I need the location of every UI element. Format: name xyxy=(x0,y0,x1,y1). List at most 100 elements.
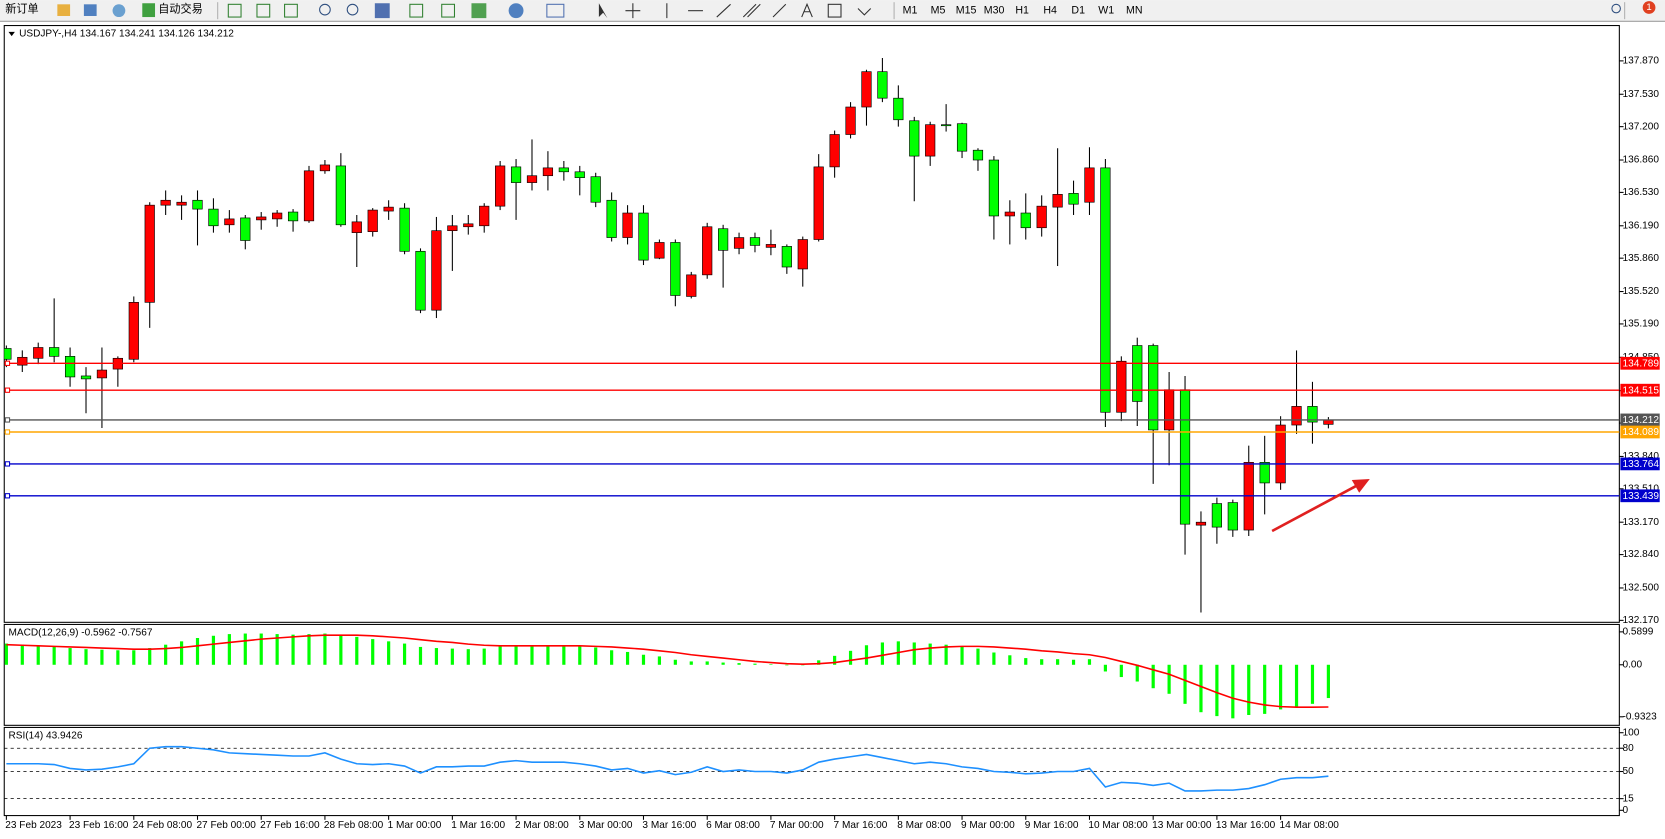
zoom-in[interactable] xyxy=(319,3,331,16)
x-tick-label: 2 Mar 08:00 xyxy=(515,820,569,831)
price-line-handle[interactable] xyxy=(4,461,11,467)
y-tick-label: 50 xyxy=(1623,766,1635,777)
timeframe-button[interactable]: M15 xyxy=(956,4,977,16)
timeframe-button[interactable]: H4 xyxy=(1043,4,1057,16)
auto-trading-button[interactable]: 自动交易 xyxy=(158,2,203,16)
candle-body xyxy=(208,208,219,227)
icon[interactable] xyxy=(256,3,271,18)
y-tick-label: 100 xyxy=(1623,727,1640,738)
pane: 137.870 137.530 137.200 136.860 136.530 136.1… xyxy=(3,25,1660,831)
price-line-handle[interactable] xyxy=(4,417,11,423)
price-label-box xyxy=(1620,413,1660,427)
x-tick-label: 8 Mar 08:00 xyxy=(897,820,951,831)
candle-body xyxy=(606,199,617,238)
candle-body xyxy=(733,237,745,249)
arrows-tool[interactable] xyxy=(857,8,872,16)
icon[interactable] xyxy=(409,3,424,18)
search-icon[interactable] xyxy=(1611,3,1621,14)
histogram-bar xyxy=(1024,658,1028,665)
icon[interactable] xyxy=(546,3,565,18)
icon[interactable] xyxy=(83,4,97,16)
icon[interactable] xyxy=(441,3,456,18)
icon[interactable] xyxy=(471,3,487,19)
timeframe-button[interactable]: M1 xyxy=(903,4,918,16)
candle-body xyxy=(1291,406,1302,426)
histogram-bar xyxy=(275,634,279,665)
histogram-bar xyxy=(1310,664,1315,704)
channel-tool[interactable] xyxy=(742,3,761,18)
histogram-bar xyxy=(1263,664,1267,714)
price-label: 134.789 xyxy=(1623,358,1660,369)
price-line-handle[interactable] xyxy=(4,429,11,435)
indicator-line xyxy=(6,745,1329,792)
candle-body xyxy=(1195,521,1207,526)
candle-body xyxy=(33,347,44,359)
histogram-bar xyxy=(20,644,24,665)
histogram-bar xyxy=(227,634,231,665)
histogram-bar xyxy=(976,648,980,665)
icon[interactable] xyxy=(227,3,242,18)
price-line-handle[interactable] xyxy=(4,387,11,393)
annotation-arrow xyxy=(1271,482,1362,533)
candle-body xyxy=(1052,194,1063,208)
price-label: 133.764 xyxy=(1623,459,1660,470)
text-tool[interactable] xyxy=(801,2,813,18)
candle-body xyxy=(590,176,601,203)
fibo-tool[interactable] xyxy=(772,3,787,18)
symbol-menu-arrow[interactable] xyxy=(8,31,15,37)
histogram-bar xyxy=(482,648,486,665)
price-label: 134.089 xyxy=(1623,427,1660,438)
timeframe-button[interactable]: M30 xyxy=(984,4,1005,16)
auto-trading-icon[interactable] xyxy=(142,3,156,18)
y-tick-label: 136.530 xyxy=(1623,187,1660,198)
histogram-bar xyxy=(673,659,677,665)
x-tick-label: 23 Feb 2023 xyxy=(5,820,62,831)
icon[interactable] xyxy=(284,3,298,18)
histogram-bar xyxy=(179,641,184,665)
histogram-bar xyxy=(1040,659,1044,665)
notification-badge[interactable] xyxy=(1642,1,1656,14)
histogram-bar xyxy=(817,660,821,665)
x-tick-label: 7 Mar 00:00 xyxy=(770,820,824,831)
zoom-out[interactable] xyxy=(346,3,359,16)
timeframe-button[interactable]: H1 xyxy=(1015,4,1029,16)
icon[interactable] xyxy=(508,3,524,19)
toolbar: 新订单 自动交易 1 xyxy=(0,0,1665,22)
histogram-bar xyxy=(928,643,932,665)
new-order-button[interactable]: 新订单 xyxy=(5,2,38,16)
candle-body xyxy=(670,242,681,296)
price-line-handle[interactable] xyxy=(4,493,11,499)
histogram-bar xyxy=(4,643,8,665)
timeframe-button[interactable]: W1 xyxy=(1098,4,1114,16)
icon[interactable] xyxy=(57,4,71,16)
candle-body xyxy=(1116,360,1127,413)
y-tick-label: 135.520 xyxy=(1623,286,1660,297)
histogram-bar xyxy=(1135,664,1139,682)
label-tool[interactable] xyxy=(827,3,842,18)
price-line-handle[interactable] xyxy=(4,360,11,366)
candle-body xyxy=(463,223,474,228)
histogram-bar xyxy=(148,648,152,665)
candle-body xyxy=(399,207,410,252)
crosshair-tool[interactable] xyxy=(625,3,641,19)
candle-body xyxy=(558,167,569,173)
timeframe-button[interactable]: M5 xyxy=(931,4,946,16)
trendline-tool[interactable] xyxy=(716,3,731,18)
icon[interactable] xyxy=(112,4,126,18)
timeframe-button[interactable]: MN xyxy=(1126,4,1143,16)
pane: 0.5899 0.00 -0.9323 MACD(12,26,9) -0.5962 -… xyxy=(3,623,1657,726)
pane-title: MACD(12,26,9) -0.5962 -0.7567 xyxy=(8,628,152,639)
cursor-tool[interactable] xyxy=(598,3,608,19)
timeframe-button[interactable]: D1 xyxy=(1071,4,1085,16)
icon[interactable] xyxy=(374,3,390,19)
y-tick-label: 133.510 xyxy=(1623,483,1660,494)
histogram-bar xyxy=(705,661,709,665)
histogram-bar xyxy=(164,644,168,665)
candle-body xyxy=(813,166,824,240)
histogram-bar xyxy=(434,648,439,665)
candle-body xyxy=(447,225,458,232)
candle-body xyxy=(240,217,251,241)
candle-body xyxy=(319,164,331,172)
chart-area: 137.870 137.530 137.200 136.860 136.530 136.1… xyxy=(3,25,1660,831)
histogram-bar xyxy=(1326,664,1330,699)
